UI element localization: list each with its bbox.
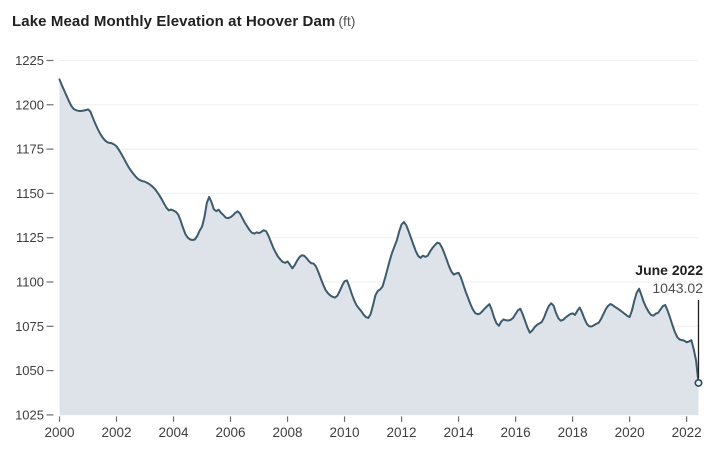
annotation-date: June 2022 <box>635 262 703 278</box>
x-tick-label: 2008 <box>273 425 303 440</box>
y-tick-label: 1125 <box>16 230 44 245</box>
y-tick-label: 1050 <box>15 363 44 378</box>
x-tick-label: 2022 <box>672 425 702 440</box>
y-tick-label: 1225 <box>15 53 44 68</box>
x-tick-label: 2016 <box>501 425 531 440</box>
endpoint-marker <box>694 378 703 387</box>
x-tick-label: 2000 <box>44 425 74 440</box>
x-tick-label: 2012 <box>387 425 417 440</box>
chart-title: Lake Mead Monthly Elevation at Hoover Da… <box>12 13 355 31</box>
endpoint-annotation: June 2022 1043.02 <box>635 261 703 297</box>
chart-title-text: Lake Mead Monthly Elevation at Hoover Da… <box>12 13 336 30</box>
y-tick-label: 1150 <box>16 186 44 201</box>
x-tick-label: 2018 <box>558 425 588 440</box>
y-tick-label: 1100 <box>16 275 44 290</box>
y-tick-label: 1025 <box>15 407 44 422</box>
x-tick-label: 2006 <box>216 425 246 440</box>
x-tick-label: 2020 <box>615 425 645 440</box>
y-tick-label: 1200 <box>15 97 44 112</box>
elevation-line <box>58 78 700 384</box>
x-tick-label: 2010 <box>330 425 360 440</box>
x-tick-label: 2002 <box>101 425 131 440</box>
y-tick-label: 1175 <box>16 142 44 157</box>
x-tick-label: 2014 <box>444 425 475 440</box>
elevation-area-fill <box>59 79 699 415</box>
annotation-value: 1043.02 <box>652 280 703 296</box>
y-tick-label: 1075 <box>15 319 44 334</box>
chart-title-unit: (ft) <box>338 13 356 29</box>
x-tick-label: 2004 <box>158 425 189 440</box>
